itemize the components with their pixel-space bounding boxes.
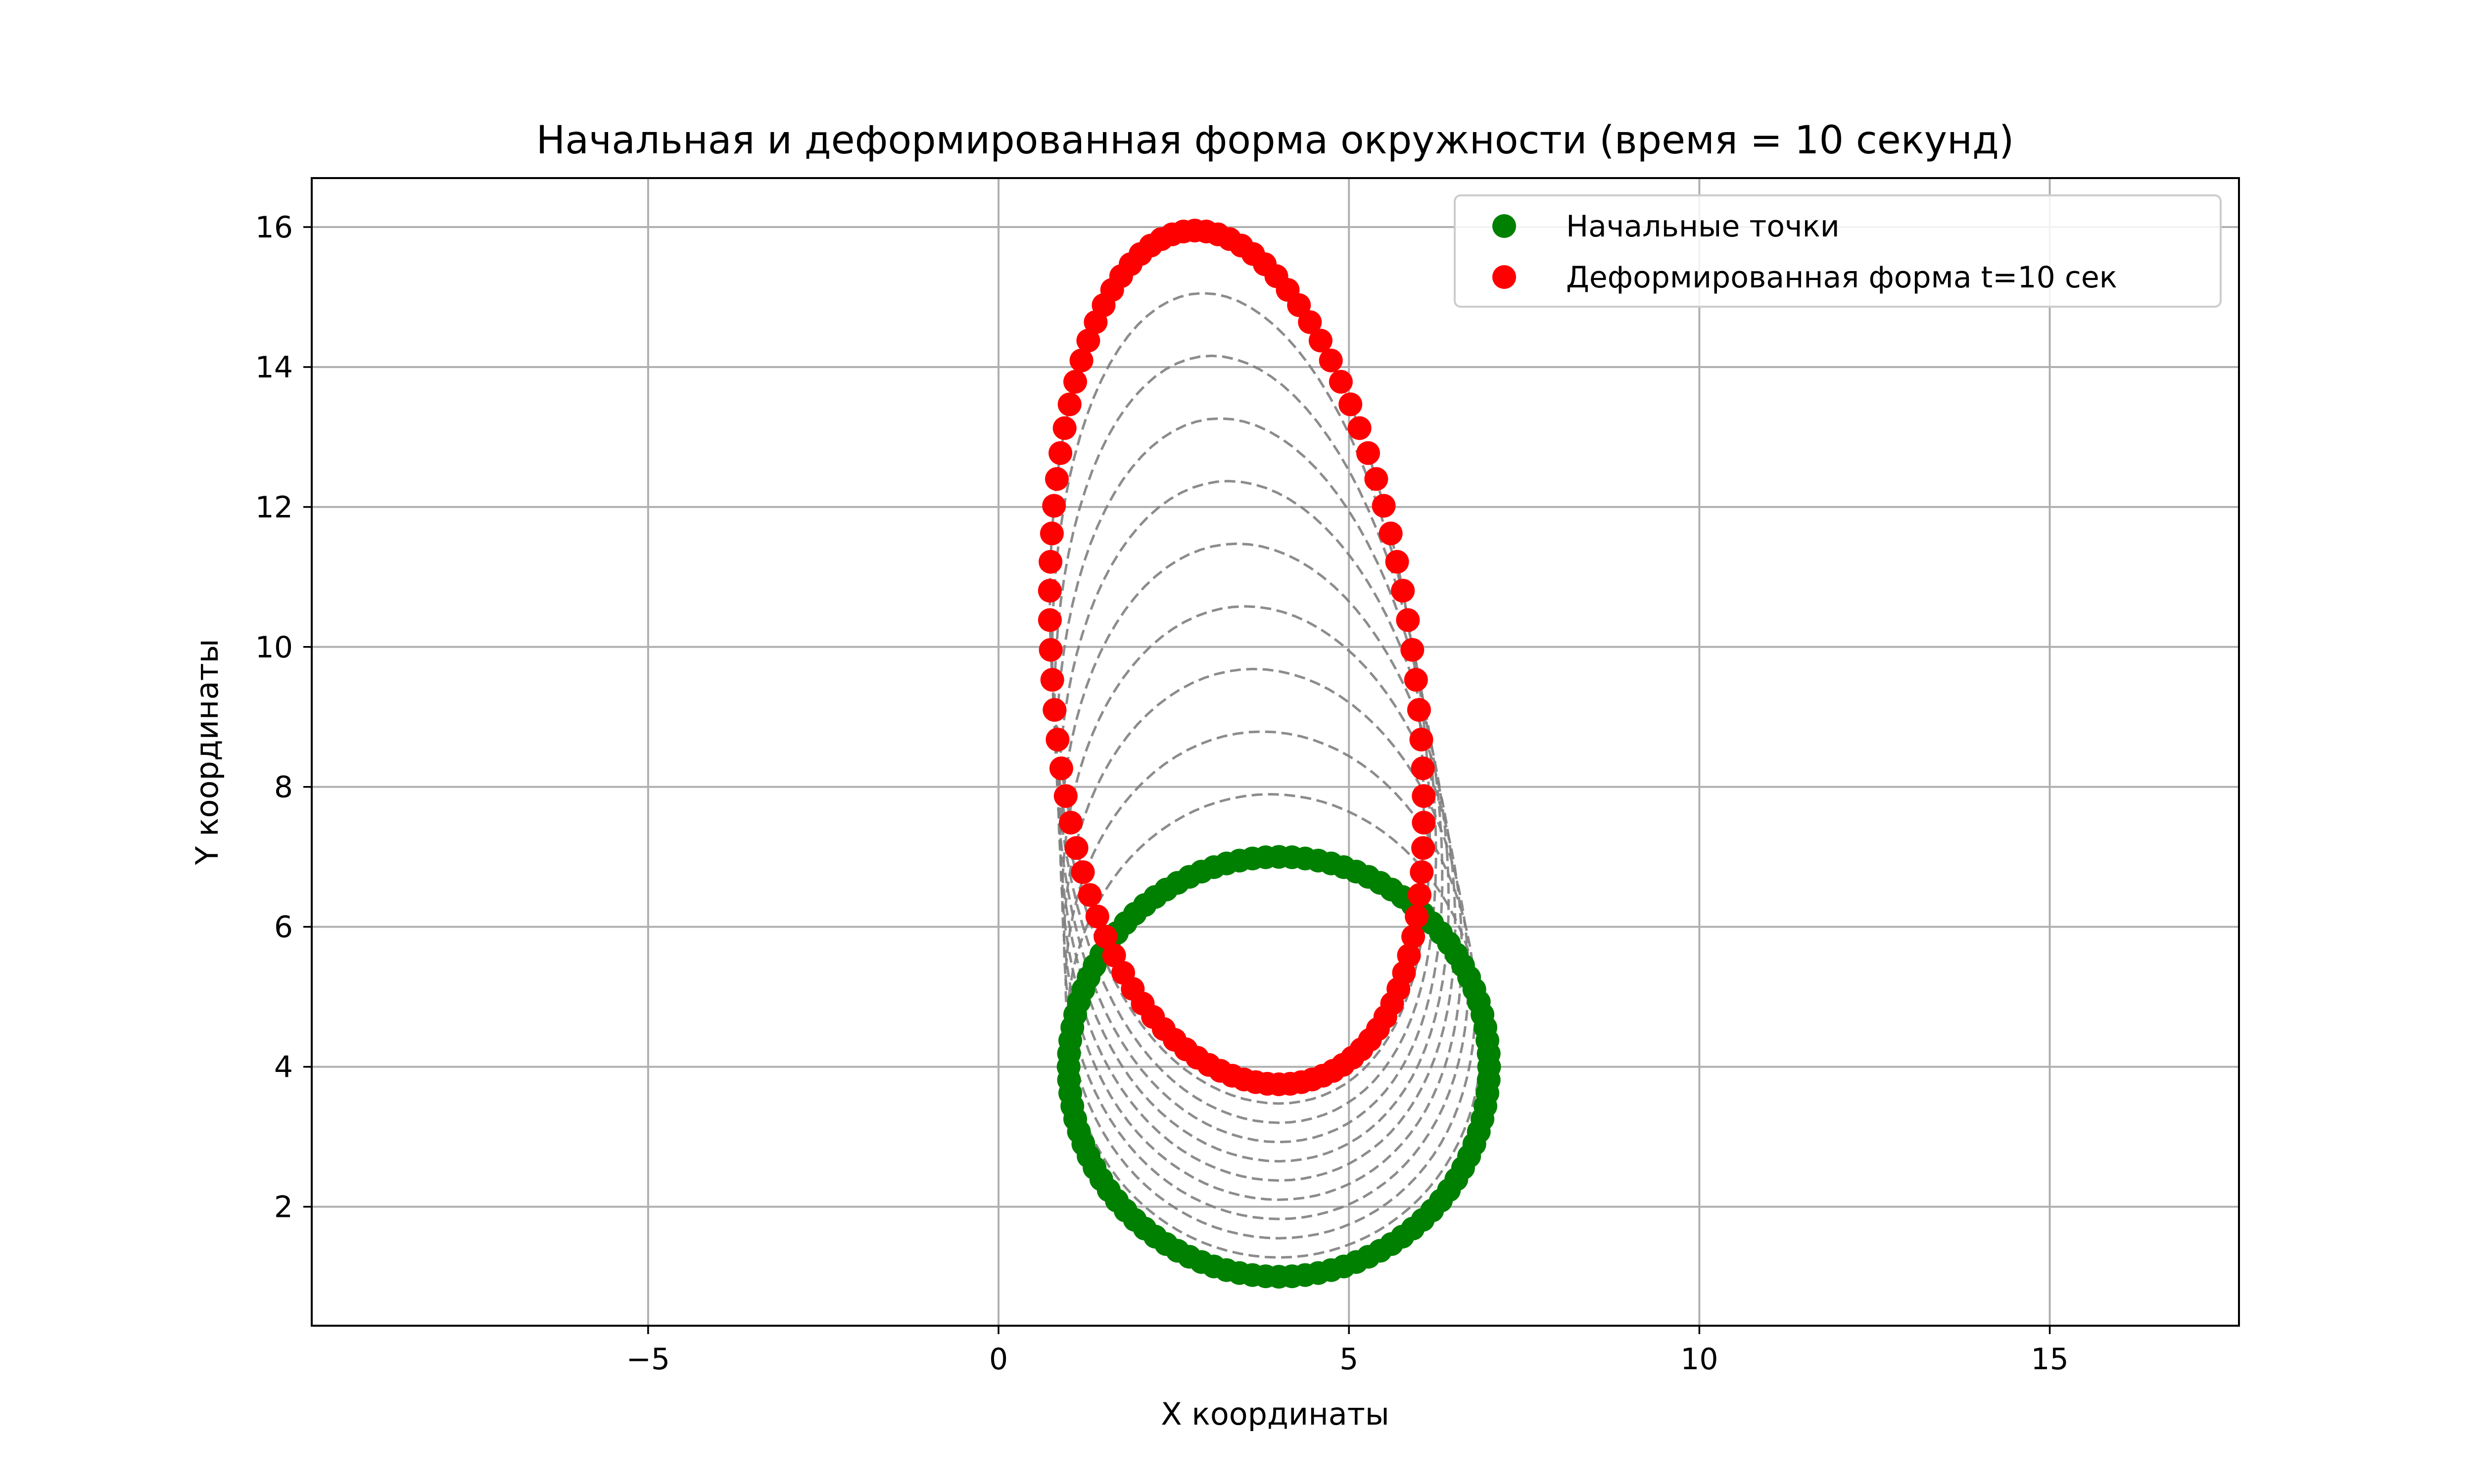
legend-marker-deformed <box>1492 265 1516 289</box>
deformed-point <box>1411 836 1435 860</box>
y-tick-label: 8 <box>274 770 293 805</box>
deformed-point <box>1045 467 1069 491</box>
deformed-point <box>1063 370 1087 394</box>
deformed-point <box>1052 416 1077 440</box>
initial-points-series <box>1056 845 1501 1289</box>
deformed-point <box>1396 608 1420 632</box>
deformed-point <box>1049 756 1073 781</box>
y-tick-label: 2 <box>274 1190 293 1225</box>
deformed-point <box>1408 883 1431 907</box>
x-tick-label: 15 <box>2031 1342 2068 1377</box>
deformed-point <box>1039 638 1063 662</box>
deformed-point <box>1391 579 1415 603</box>
deformed-point <box>1085 904 1109 928</box>
deformed-point <box>1046 728 1070 752</box>
deformed-point <box>1064 836 1089 860</box>
deformed-point <box>1308 328 1332 353</box>
deformed-point <box>1040 521 1064 546</box>
deformed-point <box>1412 784 1436 808</box>
deformed-point <box>1043 698 1067 722</box>
x-tick-label: 10 <box>1680 1342 1718 1377</box>
x-axis-label: X координаты <box>1161 1396 1389 1432</box>
deformed-point <box>1404 668 1428 692</box>
deformed-point <box>1329 370 1353 394</box>
deformed-point <box>1038 579 1062 603</box>
deformed-point <box>1405 904 1429 928</box>
deformed-point <box>1053 784 1078 808</box>
trajectory-line <box>1066 793 1483 1259</box>
deformed-point <box>1059 811 1083 835</box>
deformed-point <box>1400 638 1425 662</box>
trajectory-line <box>1057 479 1450 1163</box>
deformed-point <box>1298 310 1322 334</box>
y-tick-label: 12 <box>255 490 293 525</box>
deformed-point <box>1076 328 1100 353</box>
deformed-point <box>1102 943 1126 968</box>
legend-frame <box>1454 194 2222 308</box>
deformed-point <box>1401 925 1426 949</box>
deformed-point <box>1410 860 1434 884</box>
y-axis-ticks: 2 4 6 8 10 12 14 16 <box>255 210 312 1225</box>
deformed-points-series <box>1038 219 1436 1096</box>
deformed-point <box>1057 392 1082 417</box>
initial-point <box>1476 1068 1501 1092</box>
deformed-point <box>1071 860 1095 884</box>
deformed-point <box>1084 310 1108 334</box>
deformed-point <box>1397 943 1421 968</box>
deformed-point <box>1411 756 1435 781</box>
deformed-point <box>1347 416 1372 440</box>
chart-title: Начальная и деформированная форма окружн… <box>536 118 2014 163</box>
x-tick-label: 0 <box>989 1342 1008 1377</box>
deformed-point <box>1040 668 1064 692</box>
deformed-point <box>1319 348 1343 372</box>
deformed-point <box>1338 392 1363 417</box>
y-tick-label: 4 <box>274 1050 293 1085</box>
deformed-point <box>1356 441 1380 465</box>
legend-marker-initial <box>1492 214 1516 238</box>
deformed-point <box>1039 550 1063 574</box>
deformed-point <box>1364 467 1388 491</box>
legend-label-initial: Начальные точки <box>1566 209 1840 244</box>
trajectory-line <box>1061 605 1463 1201</box>
deformed-point <box>1372 494 1396 518</box>
trajectory-line <box>1059 542 1457 1182</box>
deformed-point <box>1385 550 1409 574</box>
x-tick-label: −5 <box>626 1342 670 1377</box>
deformed-point <box>1048 441 1073 465</box>
grid <box>312 178 2239 1326</box>
plot-area-frame <box>311 177 2240 1327</box>
trajectory-line <box>1064 730 1476 1240</box>
trajectory-line <box>1055 417 1444 1144</box>
deformed-point <box>1069 348 1094 372</box>
legend-label-deformed: Деформированная форма t=10 сек <box>1566 260 2117 295</box>
deformed-point <box>1038 608 1062 632</box>
x-axis-ticks: −5 0 5 10 15 <box>626 1326 2069 1377</box>
deformed-point <box>1379 521 1403 546</box>
trajectory-line <box>1053 354 1437 1124</box>
deformed-point <box>1094 925 1118 949</box>
y-tick-label: 6 <box>274 910 293 945</box>
y-axis-label: Y координаты <box>189 639 225 865</box>
y-tick-label: 16 <box>255 210 293 245</box>
deformed-point <box>1407 698 1431 722</box>
deformed-point <box>1409 728 1433 752</box>
y-tick-label: 10 <box>255 630 293 665</box>
deformed-point <box>1412 811 1436 835</box>
legend: Начальные точки Деформированная форма t=… <box>1454 194 2222 308</box>
y-tick-label: 14 <box>255 350 293 385</box>
x-tick-label: 5 <box>1339 1342 1358 1377</box>
deformed-point <box>1078 883 1102 907</box>
trajectory-line <box>1062 667 1470 1220</box>
deformed-point <box>1042 494 1066 518</box>
